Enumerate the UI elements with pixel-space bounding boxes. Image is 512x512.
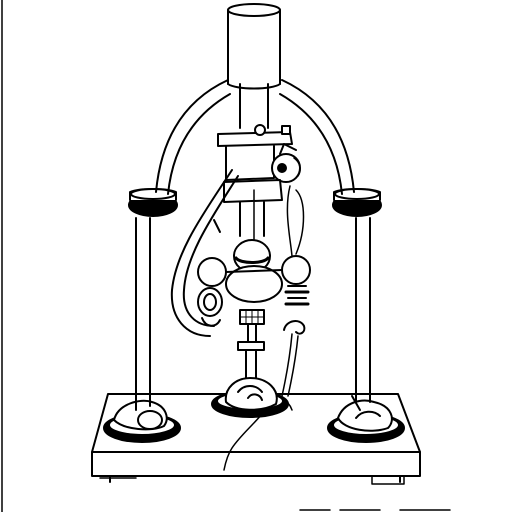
ring-fitting xyxy=(197,287,223,327)
adjustment-knob xyxy=(271,143,301,183)
right-foot-pad xyxy=(327,395,405,443)
left-tube xyxy=(170,169,239,337)
left-pillar xyxy=(128,188,178,411)
arch-frame xyxy=(155,79,355,195)
left-foot-pad xyxy=(103,399,181,443)
central-column xyxy=(223,179,283,241)
gimbal-assembly xyxy=(197,239,311,303)
right-pillar xyxy=(332,188,382,403)
center-foot-pad xyxy=(211,377,289,418)
top-cylinder xyxy=(227,3,281,129)
tether-line xyxy=(279,395,293,411)
right-clip xyxy=(281,320,306,397)
spring-coil xyxy=(284,185,310,306)
lower-stem xyxy=(237,309,265,379)
power-cable xyxy=(223,413,263,471)
